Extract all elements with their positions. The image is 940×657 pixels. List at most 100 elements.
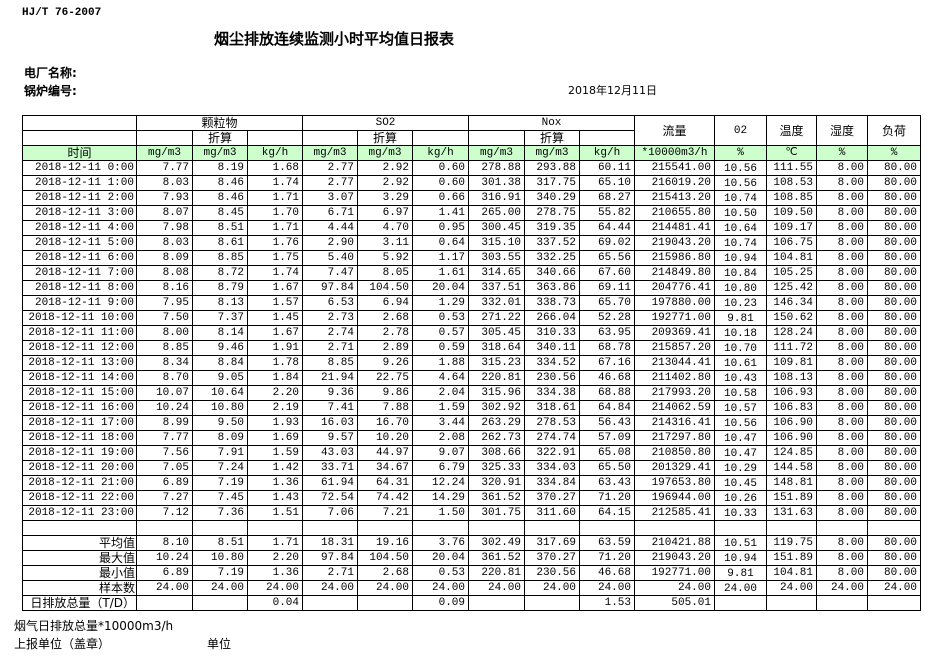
value-cell: 322.91 [524,445,580,461]
value-cell: 9.86 [357,385,413,401]
value-cell: 220.81 [468,370,525,386]
value-cell: 80.00 [867,385,921,401]
value-cell: 9.81 [714,310,767,326]
value-cell: 8.46 [192,175,248,191]
value-cell: 8.00 [816,190,868,206]
value-cell: 97.84 [302,280,358,296]
value-cell: 106.90 [766,415,817,431]
value-cell: 10.24 [136,550,193,566]
value-cell: 80.00 [867,400,921,416]
table-row: 2018-12-11 23:00 7.12 7.36 1.51 7.06 7.21 1.50… [22,505,921,521]
value-cell: 80.00 [867,415,921,431]
value-cell: 332.25 [524,250,580,266]
value-cell: 8.00 [816,505,868,521]
value-cell: 7.36 [192,505,248,521]
value-cell: 230.56 [524,370,580,386]
value-cell: 80.00 [867,475,921,491]
time-cell: 2018-12-11 19:00 [22,445,137,461]
time-cell: 2018-12-11 22:00 [22,490,137,506]
value-cell: 105.25 [766,265,817,281]
value-cell: 22.75 [357,370,413,386]
value-cell: 56.43 [579,415,635,431]
table-row: 2018-12-11 16:00 10.24 10.80 2.19 7.41 7.88 1.… [22,400,921,416]
value-cell: 8.00 [816,415,868,431]
time-cell: 2018-12-11 15:00 [22,385,137,401]
value-cell: 1.57 [247,295,303,311]
time-header: 时间 [22,145,137,161]
value-cell: 9.81 [714,565,767,581]
value-cell: 340.11 [524,340,580,356]
table-row: 2018-12-11 0:00 7.77 8.19 1.68 2.77 2.92 0.60 2… [22,160,921,176]
value-cell: 271.22 [468,310,525,326]
value-cell: 43.03 [302,445,358,461]
value-cell: 10.58 [714,385,767,401]
value-cell: 108.53 [766,175,817,191]
value-cell: 8.00 [816,295,868,311]
so2-header: SO2 [302,115,469,131]
value-cell: 9.05 [192,370,248,386]
value-cell: 213044.41 [634,355,715,371]
value-cell: 151.89 [766,550,817,566]
value-cell: 1.91 [247,340,303,356]
value-cell: 7.88 [357,400,413,416]
value-cell: 7.77 [136,430,193,446]
time-cell: 2018-12-11 18:00 [22,430,137,446]
value-cell: 1.71 [247,535,303,551]
value-cell: 3.11 [357,235,413,251]
value-cell: 10.80 [192,550,248,566]
value-cell: 72.54 [302,490,358,506]
value-cell: 10.50 [714,205,767,221]
value-cell: 0.04 [247,595,303,611]
value-cell: 340.66 [524,265,580,281]
value-cell: 71.20 [579,490,635,506]
value-cell: 10.64 [714,220,767,236]
value-cell: 9.07 [412,445,469,461]
value-cell: 7.50 [136,310,193,326]
value-cell: 301.38 [468,175,525,191]
value-cell: 274.74 [524,430,580,446]
value-cell: 303.55 [468,250,525,266]
value-cell: 2.74 [302,325,358,341]
value-cell: 10.20 [357,430,413,446]
time-cell: 2018-12-11 1:00 [22,175,137,191]
value-cell: 65.10 [579,175,635,191]
unit-label: 单位 [207,637,232,651]
particulate-converted-header: 折算 [192,130,248,146]
time-cell: 2018-12-11 6:00 [22,250,137,266]
value-cell: 8.00 [816,400,868,416]
value-cell: 80.00 [867,355,921,371]
value-cell: 80.00 [867,430,921,446]
value-cell: 80.00 [867,220,921,236]
value-cell: 217297.80 [634,430,715,446]
spacer-row [22,520,921,536]
value-cell: 8.19 [192,160,248,176]
value-cell: 14.29 [412,490,469,506]
value-cell: 24.00 [357,580,413,596]
value-cell: 24.00 [867,580,921,596]
value-cell: 318.64 [468,340,525,356]
value-cell: 305.45 [468,325,525,341]
value-cell: 1.74 [247,265,303,281]
value-cell: 1.71 [247,190,303,206]
value-cell: 315.10 [468,235,525,251]
value-cell: 0.66 [412,190,469,206]
value-cell: 1.70 [247,205,303,221]
value-cell: 4.64 [412,370,469,386]
value-cell: 104.81 [766,250,817,266]
value-cell: 8.00 [816,490,868,506]
value-cell: 219043.20 [634,235,715,251]
unit-cell: mg/m3 [524,145,580,161]
value-cell: 46.68 [579,565,635,581]
table-row: 2018-12-11 9:00 7.95 8.13 1.57 6.53 6.94 1.29 3… [22,295,921,311]
table-row: 2018-12-11 7:00 8.08 8.72 1.74 7.47 8.05 1.61 3… [22,265,921,281]
value-cell: 216019.20 [634,175,715,191]
value-cell: 10.61 [714,355,767,371]
value-cell: 301.75 [468,505,525,521]
value-cell: 10.74 [714,235,767,251]
value-cell [524,595,580,611]
value-cell: 310.33 [524,325,580,341]
value-cell: 24.00 [714,580,767,596]
value-cell: 1.61 [412,265,469,281]
value-cell: 1.41 [412,205,469,221]
so2-converted-header: 折算 [357,130,413,146]
